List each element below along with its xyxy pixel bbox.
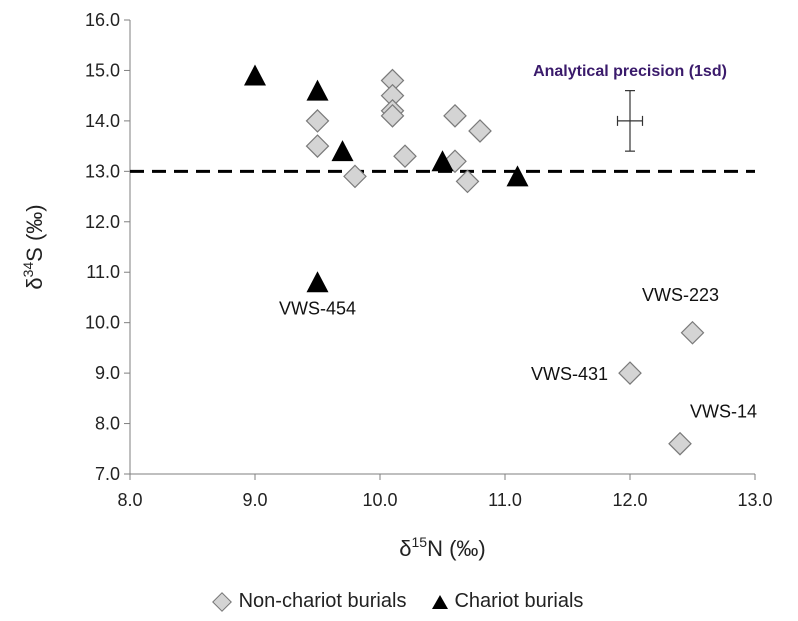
non-chariot-point [393,144,417,169]
point-annotation: VWS-454 [279,298,356,318]
non-chariot-point [680,320,705,345]
chariot-point [331,140,354,162]
y-tick-label: 10.0 [85,313,120,333]
chariot-point [306,79,329,101]
y-tick-label: 9.0 [95,363,120,383]
y-tick-label: 14.0 [85,111,120,131]
legend-label-chariot: Chariot burials [454,590,584,612]
data-marks [130,64,755,456]
non-chariot-point [443,103,467,128]
chariot-point [431,150,454,172]
precision-label: Analytical precision (1sd) [533,63,727,80]
non-chariot-point [380,103,405,128]
y-tick-label: 16.0 [85,10,120,30]
chariot-point [244,64,266,86]
point-annotation: VWS-431 [531,364,608,384]
non-chariot-point [305,109,330,133]
chariot-point [506,165,529,187]
legend-item-chariot: Chariot burials [432,590,583,613]
y-tick-label: 8.0 [95,414,120,434]
y-tick-label: 12.0 [85,212,120,232]
y-tick-label: 11.0 [86,262,120,282]
non-chariot-point [343,164,367,189]
non-chariot-point [455,169,480,194]
x-tick-label: 13.0 [737,490,772,510]
y-axis-label: δ34S (‰) [20,204,47,289]
y-tick-label: 15.0 [85,60,120,80]
x-tick-label: 8.0 [117,490,142,510]
x-tick-label: 10.0 [362,490,397,510]
y-tick-label: 7.0 [95,464,120,484]
legend-item-non-chariot: Non-chariot burials [211,590,407,613]
x-axis-label: δ15N (‰) [399,534,485,561]
y-tick-label: 13.0 [85,161,120,181]
x-tick-label: 11.0 [488,490,522,510]
point-annotation: VWS-223 [642,285,719,305]
axes: 7.0 8.0 9.0 10.0 11.0 12.0 13.0 14.0 15.0 16.0 8.0… [20,10,773,561]
x-tick-label: 9.0 [242,490,267,510]
triangle-marker-icon [432,594,449,609]
legend-label-non-chariot: Non-chariot burials [238,590,407,612]
non-chariot-point [468,119,492,143]
diamond-marker-icon [211,591,232,612]
annotations: Analytical precision (1sd) VWS-454 VWS-223… [279,63,757,422]
chariot-point [306,271,329,293]
non-chariot-point [305,134,330,158]
legend: Non-chariot burials Chariot burials [0,590,798,613]
point-annotation: VWS-14 [690,402,757,422]
non-chariot-point [618,361,642,385]
non-chariot-point [668,431,692,456]
x-tick-label: 12.0 [612,490,647,510]
